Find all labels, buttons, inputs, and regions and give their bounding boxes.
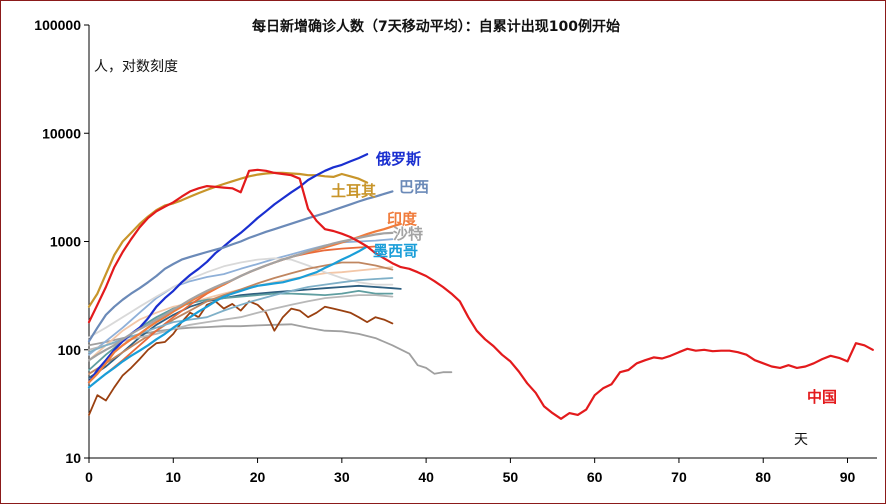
series-label: 墨西哥 [373, 242, 418, 260]
y-tick-label: 1000 [50, 234, 81, 250]
x-tick-label: 0 [85, 469, 93, 485]
series-line-unlabeled [88, 294, 394, 351]
series-line [87, 171, 369, 308]
series-label: 俄罗斯 [375, 150, 421, 168]
chart-title: 每日新增确诊人数（7天移动平均）：自累计出现100例开始 [252, 18, 620, 35]
series-line [87, 168, 874, 420]
x-tick-label: 60 [587, 469, 603, 485]
series-line-unlabeled [88, 300, 394, 416]
y-tick-label: 10000 [42, 125, 81, 141]
x-tick-label: 10 [165, 469, 181, 485]
series-line-unlabeled [88, 261, 394, 375]
x-tick-label: 70 [671, 469, 687, 485]
series-line [87, 190, 394, 343]
x-tick-label: 40 [418, 469, 434, 485]
y-tick-label: 10 [65, 450, 81, 466]
series-line [87, 231, 394, 362]
x-tick-label: 20 [250, 469, 266, 485]
x-tick-label: 90 [840, 469, 856, 485]
y-tick-label: 100 [58, 342, 82, 358]
series-label: 中国 [807, 388, 837, 406]
series-label: 巴西 [399, 178, 429, 196]
series-line-unlabeled [88, 284, 402, 379]
series-line-unlabeled [88, 257, 394, 339]
y-axis-label: 人，对数刻度 [94, 59, 178, 75]
series-label: 沙特 [393, 225, 423, 243]
series-label: 土耳其 [331, 182, 376, 200]
x-axis-label: 天 [794, 432, 808, 448]
x-tick-label: 30 [334, 469, 350, 485]
x-tick-label: 50 [503, 469, 519, 485]
series-line [87, 245, 369, 389]
series-label: 印度 [387, 210, 418, 228]
y-tick-label: 100000 [34, 17, 81, 33]
x-tick-label: 80 [755, 469, 771, 485]
series-group [87, 153, 874, 420]
